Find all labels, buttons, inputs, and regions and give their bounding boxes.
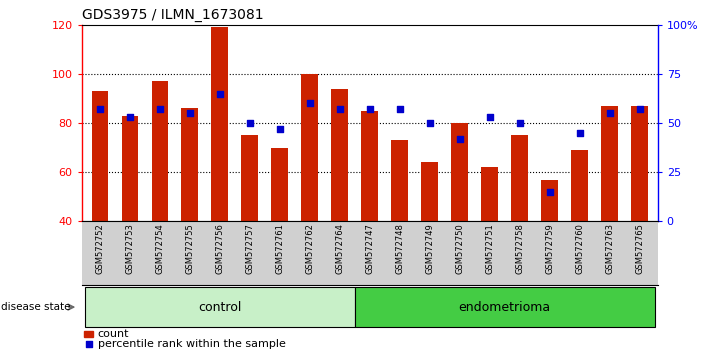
Bar <box>301 74 318 221</box>
Bar <box>542 179 558 221</box>
Text: GSM572750: GSM572750 <box>455 223 464 274</box>
Point <box>394 107 405 112</box>
Bar <box>84 331 94 337</box>
Text: endometrioma: endometrioma <box>459 301 551 314</box>
Bar <box>122 116 138 221</box>
Bar <box>272 148 288 221</box>
Text: GSM572758: GSM572758 <box>515 223 524 274</box>
Point <box>124 114 135 120</box>
Text: GSM572755: GSM572755 <box>186 223 194 274</box>
Text: count: count <box>98 329 129 339</box>
Text: GSM572754: GSM572754 <box>155 223 164 274</box>
Bar <box>481 167 498 221</box>
Point <box>94 107 105 112</box>
Point <box>424 120 435 126</box>
Point <box>214 91 225 96</box>
Point <box>544 189 555 195</box>
Text: GSM572763: GSM572763 <box>605 223 614 274</box>
Text: GSM572761: GSM572761 <box>275 223 284 274</box>
Bar <box>422 162 438 221</box>
Text: GSM572760: GSM572760 <box>575 223 584 274</box>
Point <box>244 120 255 126</box>
Bar <box>181 108 198 221</box>
Point <box>514 120 525 126</box>
Point <box>634 107 646 112</box>
Bar <box>602 106 618 221</box>
Point <box>274 126 285 132</box>
Text: GSM572747: GSM572747 <box>365 223 374 274</box>
Bar <box>392 140 408 221</box>
Bar <box>631 106 648 221</box>
Text: GDS3975 / ILMN_1673081: GDS3975 / ILMN_1673081 <box>82 8 263 22</box>
Point <box>364 107 375 112</box>
Text: GSM572756: GSM572756 <box>215 223 224 274</box>
Text: GSM572759: GSM572759 <box>545 223 554 274</box>
Bar <box>511 135 528 221</box>
Text: GSM572764: GSM572764 <box>335 223 344 274</box>
Point <box>454 136 466 142</box>
Point <box>154 107 166 112</box>
Bar <box>355 287 655 327</box>
Point <box>184 110 196 116</box>
Text: disease state: disease state <box>1 302 71 312</box>
Bar <box>331 88 348 221</box>
Text: GSM572757: GSM572757 <box>245 223 255 274</box>
Point <box>484 114 496 120</box>
Bar <box>211 27 228 221</box>
Bar <box>242 135 258 221</box>
Point <box>83 341 94 347</box>
Bar <box>151 81 168 221</box>
Bar <box>92 91 108 221</box>
Text: GSM572749: GSM572749 <box>425 223 434 274</box>
Bar <box>85 287 355 327</box>
Text: GSM572751: GSM572751 <box>485 223 494 274</box>
Text: GSM572752: GSM572752 <box>95 223 105 274</box>
Text: GSM572762: GSM572762 <box>305 223 314 274</box>
Bar <box>361 111 378 221</box>
Point <box>604 110 616 116</box>
Point <box>334 107 346 112</box>
Point <box>574 130 585 136</box>
Point <box>304 101 316 106</box>
Bar <box>451 123 468 221</box>
Text: control: control <box>198 301 242 314</box>
Bar <box>572 150 588 221</box>
Text: GSM572748: GSM572748 <box>395 223 405 274</box>
Text: GSM572753: GSM572753 <box>125 223 134 274</box>
Text: GSM572765: GSM572765 <box>635 223 644 274</box>
Text: percentile rank within the sample: percentile rank within the sample <box>98 339 286 349</box>
